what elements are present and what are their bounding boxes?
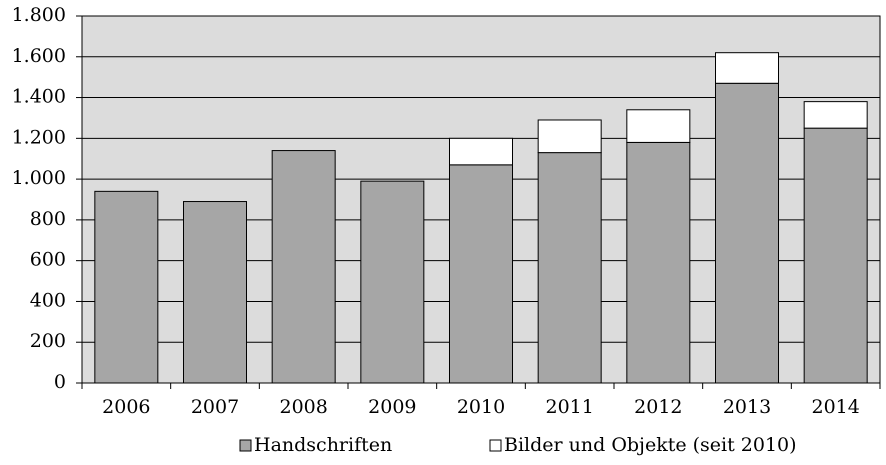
x-tick-label: 2009	[368, 396, 416, 418]
x-tick-label: 2012	[634, 396, 682, 418]
legend-label: Bilder und Objekte (seit 2010)	[504, 434, 797, 456]
y-tick-label: 1.200	[12, 126, 66, 148]
bar-segment	[271, 150, 336, 384]
x-tick-label: 2013	[723, 396, 771, 418]
bar-segment	[626, 141, 691, 384]
bar-segment	[449, 137, 513, 166]
x-tick-label: 2007	[191, 396, 239, 418]
bar-segment	[803, 127, 868, 384]
y-tick-label: 1.400	[12, 86, 66, 108]
bar-segment	[183, 201, 247, 384]
bar-segment	[803, 101, 868, 129]
y-tick-label: 400	[30, 289, 66, 311]
bar-segment	[449, 164, 513, 384]
bar-segment	[715, 52, 779, 84]
y-tick-label: 1.000	[12, 167, 66, 189]
bar-segment	[715, 82, 779, 384]
bar-segment	[537, 152, 602, 384]
x-tick-label: 2006	[102, 396, 150, 418]
bar-segment	[360, 180, 425, 384]
legend-label: Handschriften	[254, 434, 392, 456]
y-tick-label: 1.600	[12, 45, 66, 67]
y-tick-label: 600	[30, 249, 66, 271]
y-tick-label: 0	[54, 371, 66, 393]
y-tick-label: 200	[30, 330, 66, 352]
bar-segment	[626, 109, 691, 143]
legend-swatch	[239, 439, 252, 452]
x-tick-label: 2011	[545, 396, 593, 418]
bar-segment	[94, 190, 159, 384]
bar-segment	[537, 119, 602, 154]
legend-swatch	[489, 439, 502, 452]
x-tick-label: 2014	[811, 396, 859, 418]
y-tick-label: 800	[30, 208, 66, 230]
x-tick-label: 2010	[457, 396, 505, 418]
y-tick-label: 1.800	[12, 4, 66, 26]
x-tick-label: 2008	[279, 396, 327, 418]
